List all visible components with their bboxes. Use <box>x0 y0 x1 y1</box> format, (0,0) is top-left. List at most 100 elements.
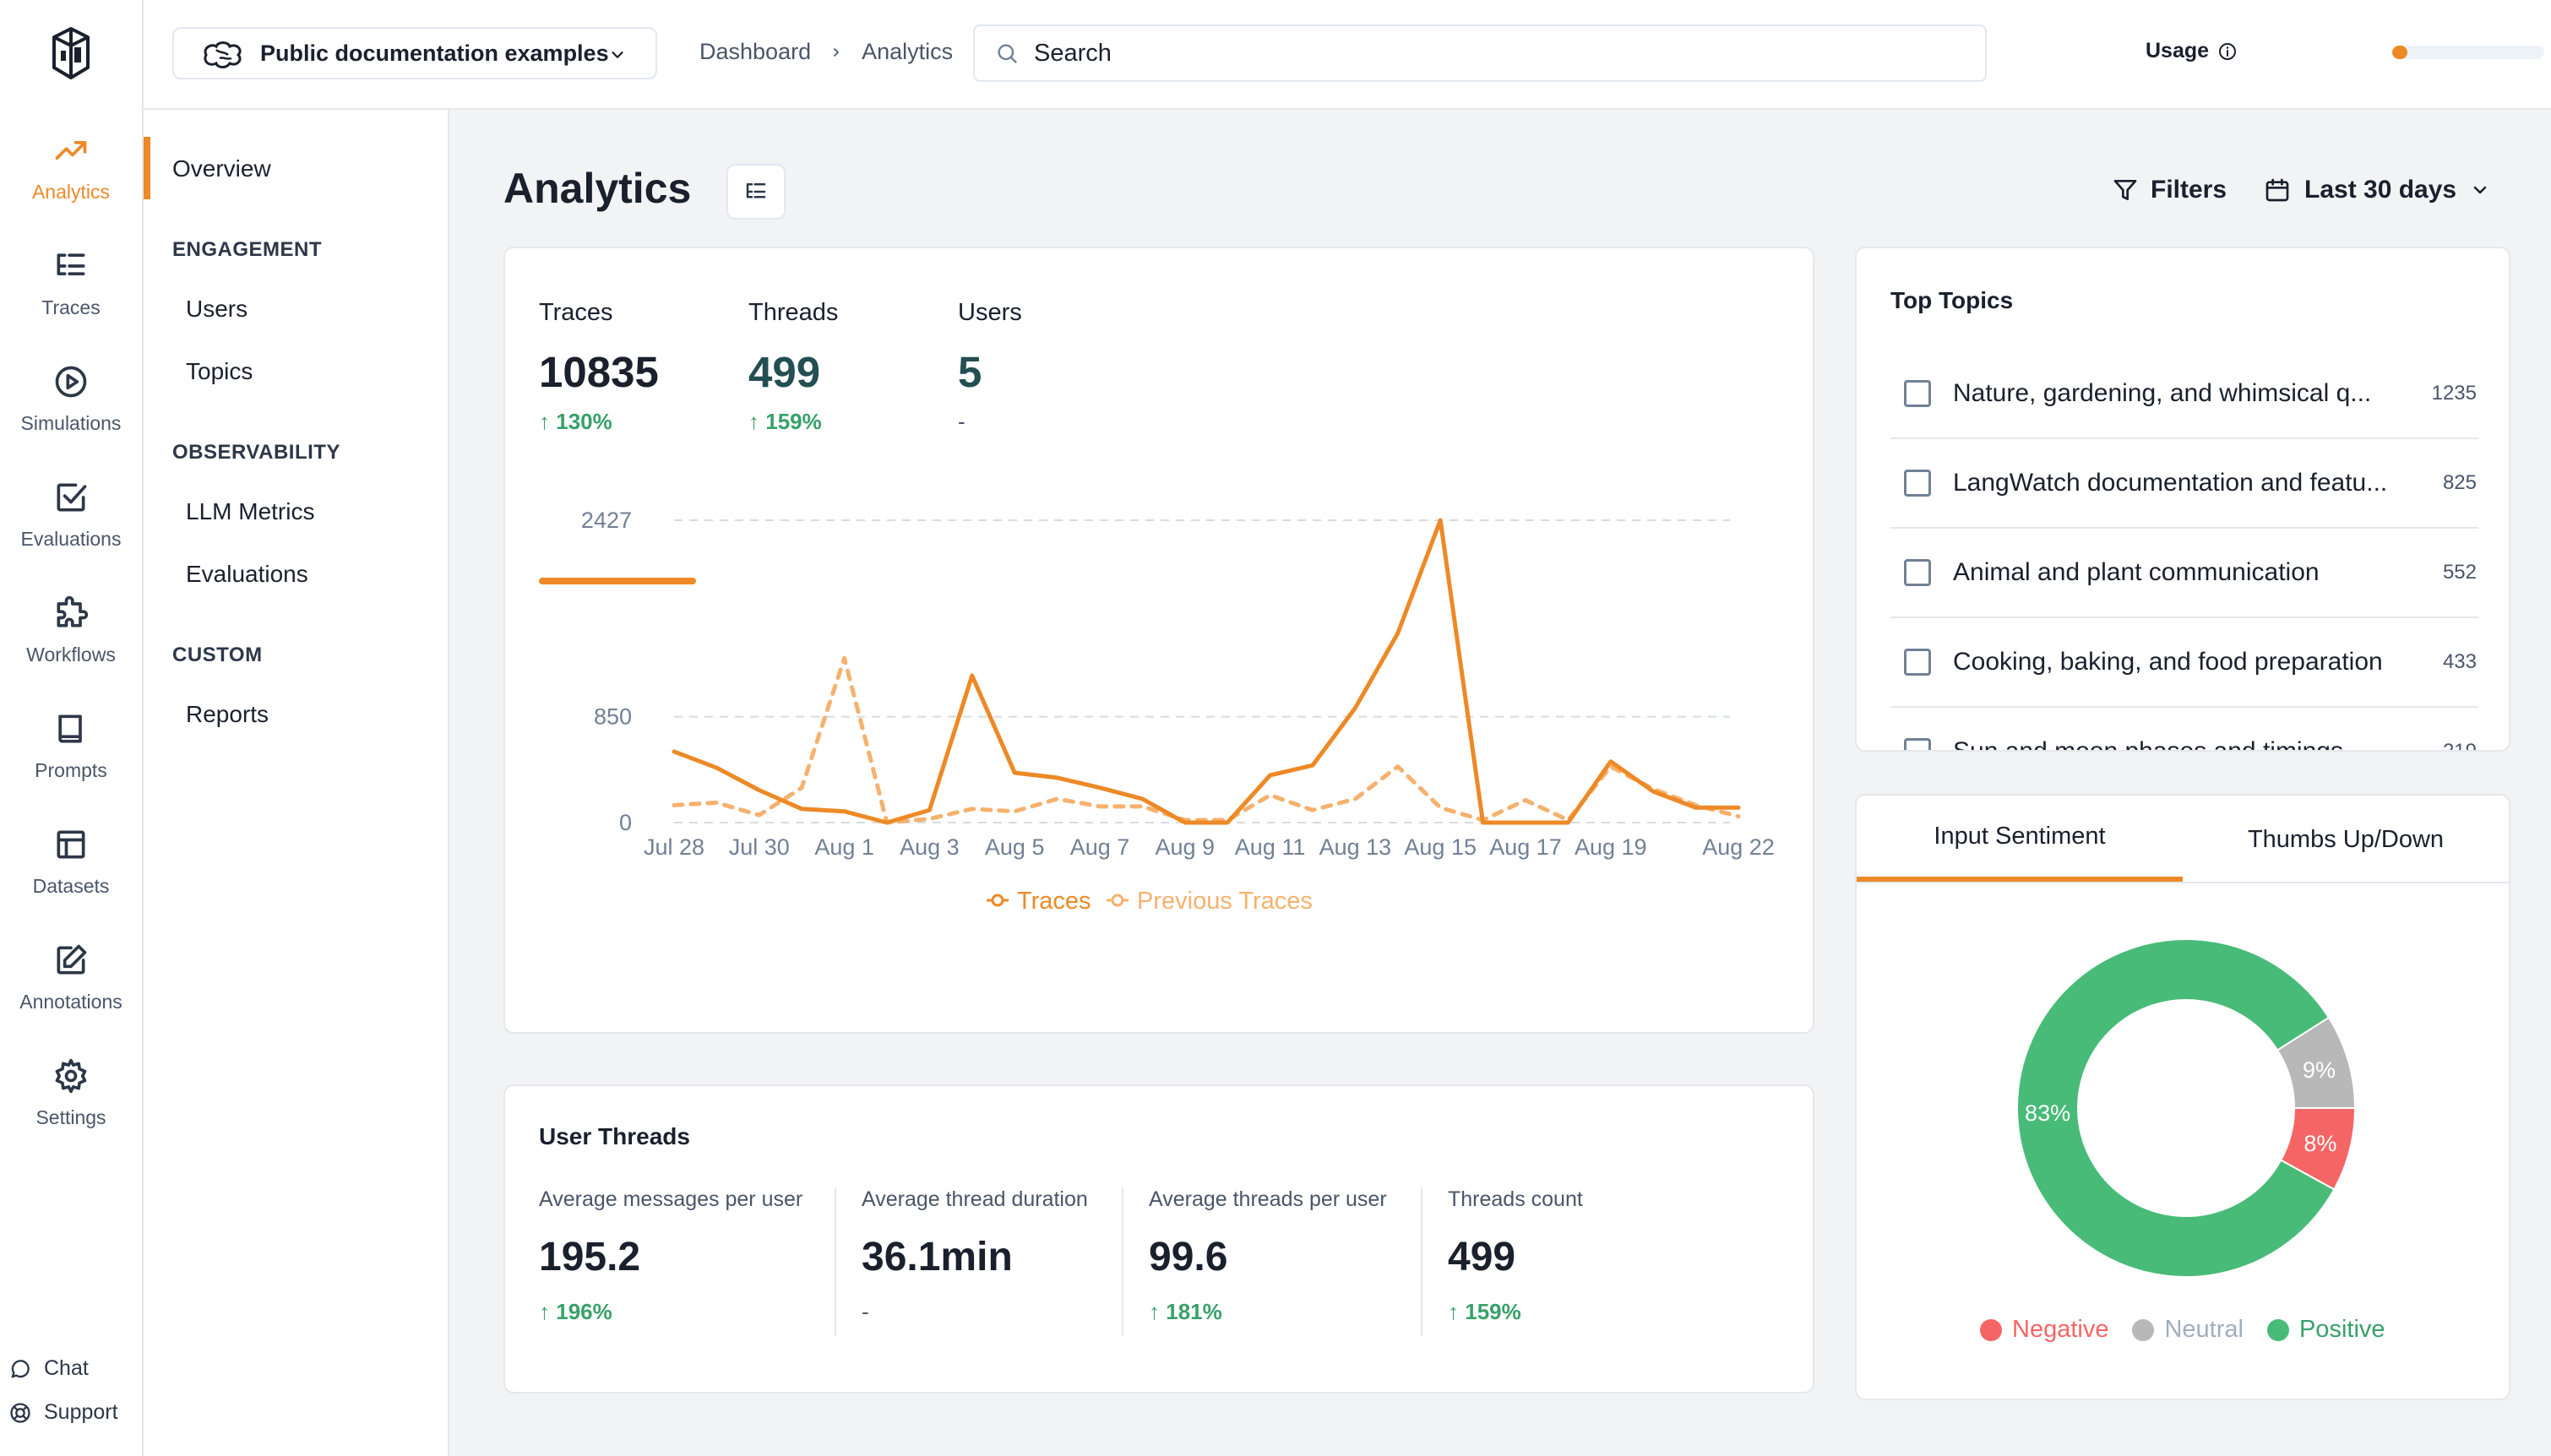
rail-label: Annotations <box>19 991 122 1013</box>
breadcrumb-dashboard[interactable]: Dashboard <box>699 39 812 64</box>
legend-marker <box>1111 894 1124 907</box>
topic-label: Nature, gardening, and whimsical q... <box>1953 379 2372 407</box>
traces-line-chart: 0 850 2427 Jul 28 Jul 30 Aug 1 Aug 3 Aug 5 Aug 7… <box>581 508 1775 915</box>
filters-button[interactable]: Filters <box>2112 176 2227 204</box>
stat-delta: ↑ 181% <box>1149 1299 1222 1324</box>
rail-item-evaluations[interactable]: Evaluations <box>0 479 142 580</box>
puzzle-icon <box>57 595 89 627</box>
search-input[interactable]: Search <box>973 24 1987 82</box>
topic-count: 1235 <box>2431 382 2477 405</box>
metric-label: Traces <box>539 299 613 326</box>
breadcrumb: Dashboard Analytics <box>699 39 953 65</box>
rail-item-traces[interactable]: Traces <box>0 247 142 349</box>
rail-item-settings[interactable]: Settings <box>0 1057 142 1159</box>
langwatch-logo-icon[interactable] <box>46 22 96 83</box>
topics-list: Nature, gardening, and whimsical q... 12… <box>1857 350 2509 750</box>
tab-input-sentiment[interactable]: Input Sentiment <box>1857 796 2183 883</box>
topic-checkbox[interactable] <box>1904 559 1931 586</box>
lifebuoy-icon <box>10 1402 30 1423</box>
analytics-subnav: Overview ENGAGEMENT Users Topics OBSERVA… <box>144 110 449 1456</box>
topic-label: Sun and moon phases and timings <box>1953 737 2443 750</box>
subnav-item-reports[interactable]: Reports <box>186 701 269 727</box>
subnav-item-overview[interactable]: Overview <box>172 155 271 182</box>
sentiment-donut-chart: 9% 8% 83% <box>2016 938 2357 1278</box>
legend-swatch-positive <box>2266 1318 2289 1341</box>
rail-label: Datasets <box>32 875 110 897</box>
stat-divider <box>1421 1187 1422 1336</box>
usage-indicator[interactable]: Usage <box>2146 39 2238 63</box>
stat-value: 36.1min <box>862 1235 1013 1279</box>
metric-value: 499 <box>748 348 821 396</box>
topic-row[interactable]: Cooking, baking, and food preparation 43… <box>1890 618 2478 708</box>
user-threads-card: User Threads Average messages per user 1… <box>503 1084 1814 1394</box>
subnav-heading-custom: CUSTOM <box>172 644 263 666</box>
play-circle-icon <box>55 366 87 398</box>
stat-delta-value: 181% <box>1166 1299 1222 1324</box>
legend-label-neutral: Neutral <box>2164 1316 2244 1343</box>
stat-threads-count: Threads count 499 ↑ 159% <box>1448 1187 1583 1325</box>
topic-row[interactable]: Nature, gardening, and whimsical q... 12… <box>1890 350 2478 439</box>
topic-checkbox[interactable] <box>1904 738 1931 750</box>
rail-item-datasets[interactable]: Datasets <box>0 826 142 927</box>
legend-swatch-negative <box>1980 1318 2002 1341</box>
gear-icon <box>55 1058 87 1094</box>
stat-threads-per-user: Average threads per user 99.6 ↑ 181% <box>1149 1187 1387 1325</box>
stat-label: Average threads per user <box>1149 1187 1387 1211</box>
tab-thumbs-up-down[interactable]: Thumbs Up/Down <box>2247 825 2445 853</box>
x-tick-label: Aug 9 <box>1156 834 1216 860</box>
subnav-item-users[interactable]: Users <box>186 296 248 322</box>
topic-row[interactable]: LangWatch documentation and featu... 825 <box>1890 439 2478 529</box>
topic-row[interactable]: Sun and moon phases and timings 219 <box>1890 708 2478 750</box>
stat-divider <box>835 1187 836 1336</box>
metric-label: Threads <box>748 299 839 326</box>
subnav-item-evaluations[interactable]: Evaluations <box>186 561 308 587</box>
rail-item-analytics[interactable]: Analytics <box>0 132 142 233</box>
subnav-item-topics[interactable]: Topics <box>186 358 253 384</box>
legend-label-negative: Negative <box>2012 1316 2109 1343</box>
chat-link[interactable]: Chat <box>8 1356 89 1381</box>
chevron-down-icon <box>2473 186 2487 194</box>
metric-traces[interactable]: Traces 10835 ↑ 130% <box>539 299 659 435</box>
sentiment-card: Input Sentiment Thumbs Up/Down 9% 8% 83% N… <box>1855 794 2510 1400</box>
topic-count: 552 <box>2442 561 2477 584</box>
rail-item-annotations[interactable]: Annotations <box>0 942 142 1043</box>
project-selector[interactable]: Public documentation examples <box>172 27 657 79</box>
rail-item-workflows[interactable]: Workflows <box>0 595 142 696</box>
check-square-icon <box>57 483 87 512</box>
donut-slice-positive[interactable] <box>2016 938 2336 1278</box>
usage-progress-fill <box>2392 46 2407 59</box>
breadcrumb-analytics[interactable]: Analytics <box>862 39 954 64</box>
metric-value: 10835 <box>539 348 659 396</box>
rail-item-prompts[interactable]: Prompts <box>0 710 142 812</box>
sentiment-legend: Negative Neutral Positive <box>1980 1316 2385 1344</box>
topic-checkbox[interactable] <box>1904 380 1931 407</box>
usage-progress-bar <box>2392 46 2544 59</box>
list-tree-icon <box>746 183 766 198</box>
topic-checkbox[interactable] <box>1904 470 1931 497</box>
metric-delta: - <box>958 409 965 434</box>
topic-checkbox[interactable] <box>1904 649 1931 676</box>
subnav-item-llm-metrics[interactable]: LLM Metrics <box>186 498 315 524</box>
date-range-selector[interactable]: Last 30 days <box>2264 176 2490 204</box>
topic-row[interactable]: Animal and plant communication 552 <box>1890 529 2478 618</box>
metric-threads[interactable]: Threads 499 ↑ 159% <box>748 299 838 435</box>
stat-label: Threads count <box>1448 1187 1583 1211</box>
user-threads-title: User Threads <box>539 1123 690 1149</box>
subnav-selected-indicator <box>144 137 150 199</box>
rail-label: Evaluations <box>20 528 122 550</box>
metric-users[interactable]: Users 5 - <box>958 299 1022 435</box>
toggle-menu-button[interactable] <box>726 164 786 220</box>
legend-label: Traces <box>1017 888 1091 915</box>
info-icon <box>2219 42 2237 60</box>
rail-item-simulations[interactable]: Simulations <box>0 363 142 465</box>
support-link[interactable]: Support <box>8 1400 118 1425</box>
stat-messages-per-user: Average messages per user 195.2 ↑ 196% <box>539 1187 802 1325</box>
topic-label: Cooking, baking, and food preparation <box>1953 648 2383 676</box>
stat-value: 195.2 <box>539 1235 641 1279</box>
stat-label: Average thread duration <box>862 1187 1088 1211</box>
metric-delta: ↑ 130% <box>539 409 612 434</box>
donut-label-positive: 83% <box>2025 1100 2070 1126</box>
subnav-heading-observability: OBSERVABILITY <box>172 441 340 464</box>
x-tick-label: Aug 13 <box>1319 834 1392 860</box>
table-icon <box>57 830 85 859</box>
